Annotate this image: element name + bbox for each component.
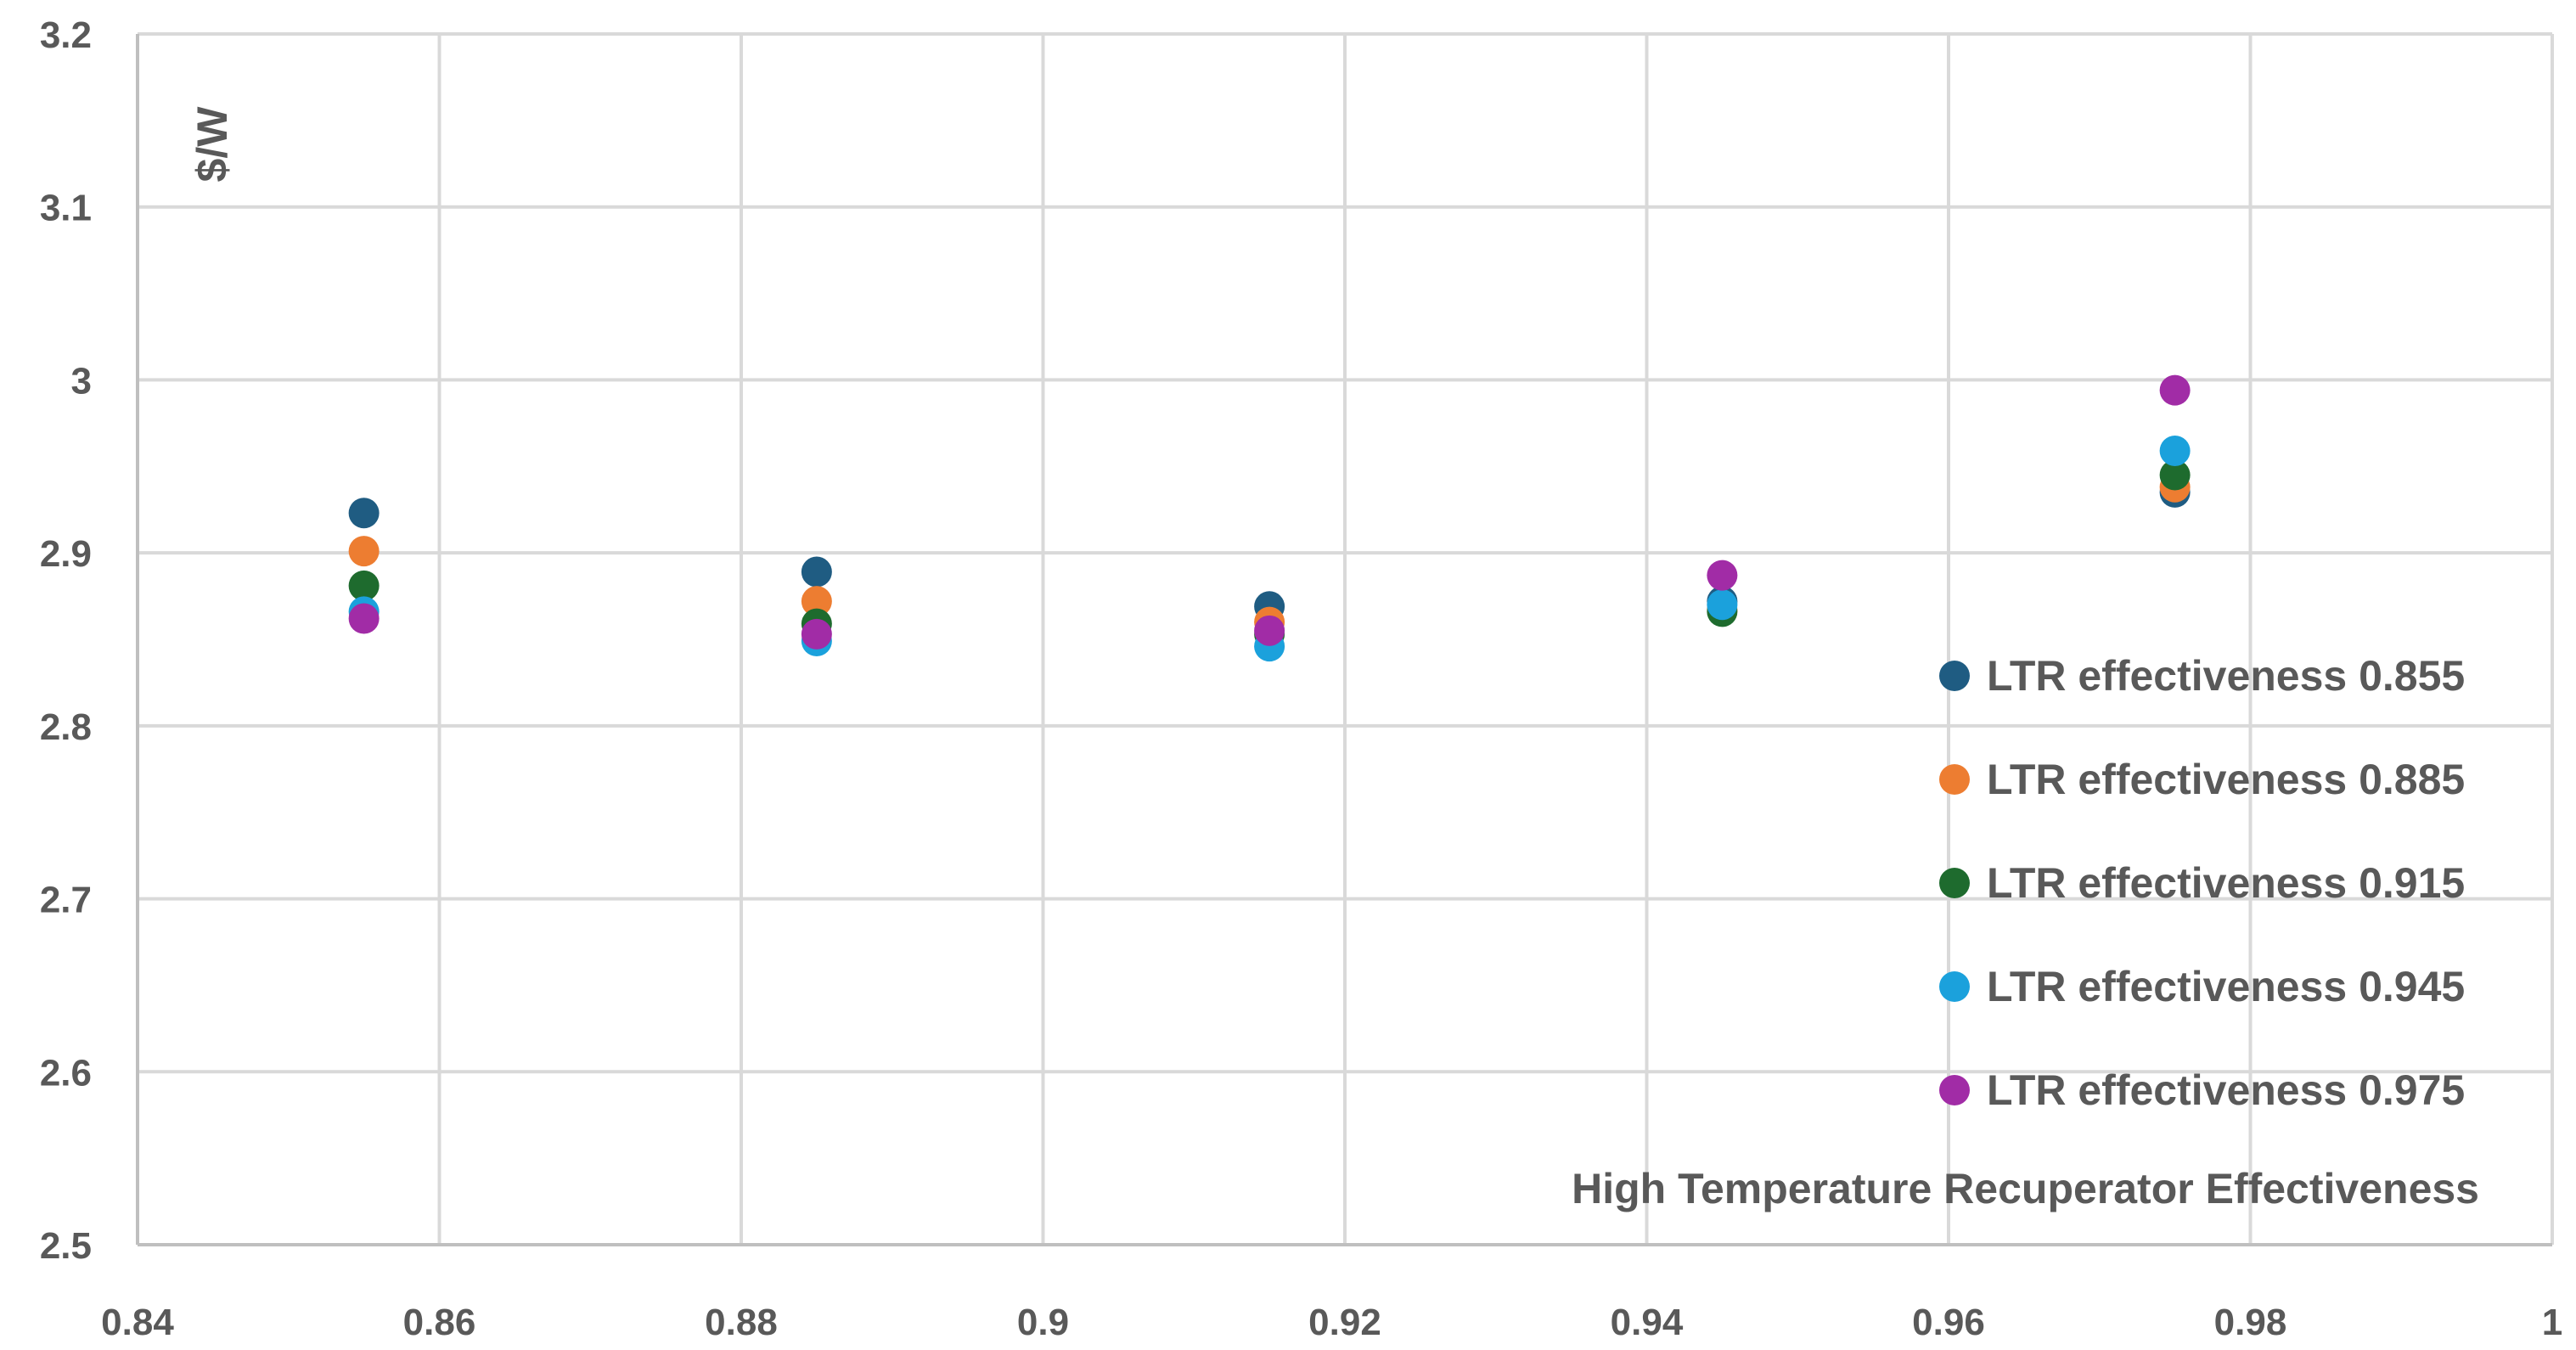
legend-label: LTR effectiveness 0.975: [1987, 1066, 2465, 1114]
data-point-series-1: [801, 556, 832, 588]
data-point-series-1: [348, 498, 380, 529]
y-tick-label: 3: [71, 360, 92, 402]
x-tick-label: 1: [2542, 1302, 2562, 1343]
data-point-series-4: [2159, 435, 2191, 466]
legend-label: LTR effectiveness 0.885: [1987, 756, 2465, 803]
legend-item[interactable]: LTR effectiveness 0.885: [1939, 756, 2465, 803]
y-tick-label: 2.7: [40, 880, 92, 921]
legend-marker-icon: [1939, 764, 1970, 795]
x-tick-label: 0.94: [1611, 1302, 1684, 1343]
y-tick-label: 3.1: [40, 188, 92, 229]
data-point-series-2: [348, 536, 380, 567]
legend-label: LTR effectiveness 0.945: [1987, 963, 2465, 1010]
legend-label: LTR effectiveness 0.855: [1987, 652, 2465, 700]
legend-marker-icon: [1939, 661, 1970, 691]
legend-marker-icon: [1939, 971, 1970, 1002]
x-tick-label: 0.88: [705, 1302, 778, 1343]
data-point-series-5: [801, 618, 832, 650]
legend-item[interactable]: LTR effectiveness 0.915: [1939, 859, 2465, 907]
data-point-series-3: [2159, 459, 2191, 491]
legend-item[interactable]: LTR effectiveness 0.975: [1939, 1066, 2465, 1114]
legend-label: LTR effectiveness 0.915: [1987, 859, 2465, 907]
legend-marker-icon: [1939, 1075, 1970, 1105]
y-tick-labels: 2.5 2.6 2.7 2.8 2.9 3 3.1 3.2: [40, 14, 92, 1267]
x-tick-label: 0.84: [101, 1302, 174, 1343]
legend-item[interactable]: LTR effectiveness 0.855: [1939, 652, 2465, 700]
y-tick-label: 2.5: [40, 1225, 92, 1267]
gridlines: [136, 32, 2554, 1246]
axes: [136, 34, 2552, 1246]
y-tick-label: 2.8: [40, 706, 92, 748]
data-point-series-3: [348, 570, 380, 601]
y-tick-label: 2.6: [40, 1052, 92, 1094]
y-tick-label: 2.9: [40, 533, 92, 575]
data-point-series-5: [2159, 374, 2191, 406]
x-tick-labels: 0.84 0.86 0.88 0.9 0.92 0.94 0.96 0.98 1: [101, 1302, 2562, 1343]
data-point-series-2: [801, 586, 832, 617]
data-points: [348, 374, 2191, 662]
data-point-series-4: [1707, 589, 1738, 621]
legend-marker-icon: [1939, 868, 1970, 898]
data-point-series-5: [1254, 615, 1285, 646]
x-tick-label: 0.96: [1912, 1302, 1985, 1343]
legend[interactable]: LTR effectiveness 0.855 LTR effectiveness…: [1939, 652, 2465, 1114]
data-point-series-5: [348, 603, 380, 634]
y-tick-label: 3.2: [40, 14, 92, 56]
legend-item[interactable]: LTR effectiveness 0.945: [1939, 963, 2465, 1010]
data-point-series-5: [1707, 560, 1738, 591]
x-tick-label: 0.92: [1308, 1302, 1381, 1343]
x-tick-label: 0.86: [403, 1302, 476, 1343]
x-tick-label: 0.98: [2214, 1302, 2287, 1343]
x-tick-label: 0.9: [1017, 1302, 1069, 1343]
x-axis-title: High Temperature Recuperator Effectivene…: [1572, 1165, 2479, 1212]
y-axis-title: $/W: [188, 106, 236, 183]
